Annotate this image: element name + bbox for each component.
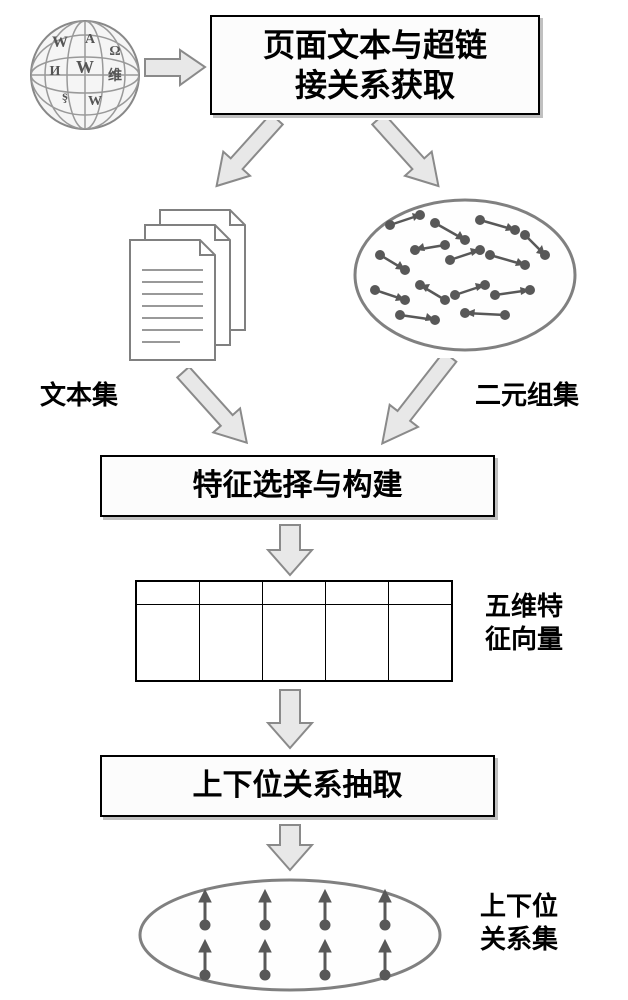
- svg-text:W: W: [52, 34, 68, 51]
- box-feature-selection: 特征选择与构建: [100, 455, 495, 517]
- box1-line2: 接关系获取: [212, 65, 538, 105]
- arrow-globe-to-box1: [140, 45, 215, 90]
- box1-line1: 页面文本与超链: [212, 25, 538, 65]
- feature-vector-table: [135, 580, 453, 682]
- svg-text:W: W: [76, 57, 94, 77]
- result-ellipse-icon: [135, 875, 445, 1000]
- label-vector: 五维特 征向量: [485, 590, 563, 655]
- table-col-3: [263, 582, 326, 680]
- arrow-box2-to-table: [260, 520, 320, 580]
- table-col-4: [326, 582, 389, 680]
- arrow-box1-to-ellipse: [350, 120, 480, 205]
- arrow-docs-to-box2: [160, 368, 290, 463]
- svg-text:维: 维: [108, 67, 122, 84]
- box3-text: 上下位关系抽取: [102, 767, 493, 805]
- box-page-text-hyperlink: 页面文本与超链 接关系获取: [210, 15, 540, 115]
- label-vector-line1: 五维特: [485, 591, 563, 621]
- table-col-2: [200, 582, 263, 680]
- label-relation-line2: 关系集: [480, 924, 558, 954]
- wikipedia-globe-icon: W A Ω И W 维 ş W: [25, 15, 145, 140]
- svg-text:A: A: [85, 32, 96, 47]
- svg-text:И: И: [50, 64, 61, 79]
- table-col-1: [137, 582, 200, 680]
- box2-text: 特征选择与构建: [102, 467, 493, 505]
- arrow-table-to-box3: [260, 685, 320, 755]
- label-tuple-set: 二元组集: [475, 375, 579, 412]
- arrow-box3-to-result: [260, 820, 320, 875]
- svg-text:Ω: Ω: [109, 44, 120, 59]
- arrow-box1-to-docs: [175, 120, 305, 205]
- label-relation-line1: 上下位: [480, 891, 558, 921]
- documents-icon: [120, 200, 270, 375]
- svg-text:ş: ş: [62, 89, 68, 104]
- svg-text:W: W: [88, 94, 102, 109]
- table-col-5: [389, 582, 451, 680]
- label-vector-line2: 征向量: [485, 624, 563, 654]
- label-relation: 上下位 关系集: [480, 890, 558, 955]
- label-text-set: 文本集: [40, 375, 118, 412]
- network-ellipse-icon: [350, 195, 580, 360]
- arrow-ellipse-to-box2: [340, 358, 480, 463]
- box-relation-extraction: 上下位关系抽取: [100, 755, 495, 817]
